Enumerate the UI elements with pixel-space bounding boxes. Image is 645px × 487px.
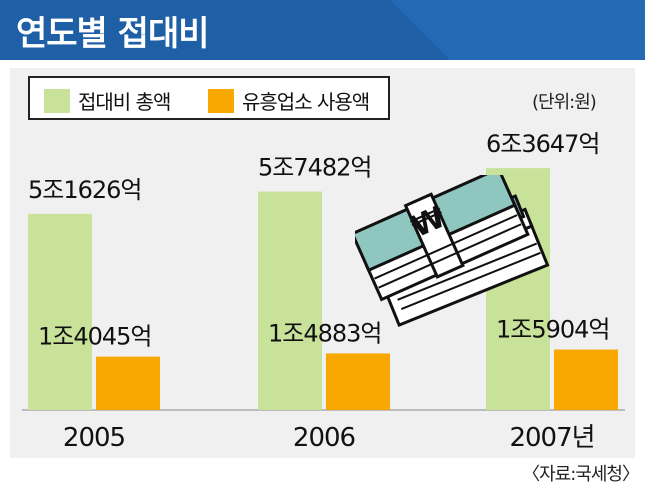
legend-item-venue: 유흥업소 사용액	[208, 86, 370, 115]
legend-label-venue: 유흥업소 사용액	[242, 90, 370, 114]
data-label-entertainment-2007년: 6조3647억	[486, 130, 600, 158]
category-label-2007년: 2007년	[509, 423, 594, 453]
bar-venue-2007년	[554, 349, 618, 410]
unit-label: (단위:원)	[532, 92, 597, 113]
data-label-entertainment-2005: 5조1626억	[28, 176, 142, 204]
header-decoration	[390, 0, 645, 60]
category-label-2005: 2005	[63, 423, 125, 453]
bar-venue-2005	[96, 356, 160, 410]
legend-label-entertainment: 접대비 총액	[78, 90, 171, 114]
data-label-venue-2006: 1조4883억	[268, 319, 382, 347]
bar-entertainment-2005	[28, 213, 92, 410]
legend-swatch-venue	[208, 88, 234, 113]
data-label-venue-2007년: 1조5904억	[496, 316, 610, 344]
data-label-entertainment-2006: 5조7482억	[258, 154, 372, 182]
chart-legend: 접대비 총액 유흥업소 사용액	[28, 76, 390, 120]
source-label: 〈자료:국세청〉	[522, 464, 640, 485]
data-label-venue-2005: 1조4045억	[38, 323, 152, 351]
bar-venue-2006	[326, 353, 390, 410]
legend-item-entertainment: 접대비 총액	[44, 86, 171, 115]
category-label-2006: 2006	[293, 423, 355, 453]
legend-swatch-entertainment	[44, 88, 70, 113]
cash-bundle-icon: ₩	[355, 175, 550, 327]
bar-entertainment-2006	[258, 191, 322, 410]
page-title: 연도별 접대비	[16, 14, 210, 54]
